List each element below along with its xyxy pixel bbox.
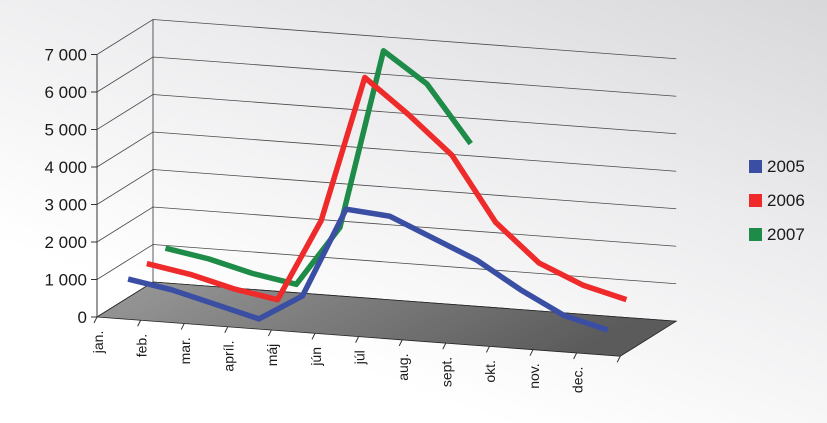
legend-label: 2005 <box>767 157 805 176</box>
x-tick-label: júl <box>351 350 367 365</box>
x-tick-mark <box>267 329 272 337</box>
x-tick-mark <box>616 356 621 363</box>
x-tick-mark <box>485 346 490 353</box>
gridline <box>96 131 677 172</box>
y-tick-label: 4 000 <box>44 158 87 177</box>
y-tick-label: 7 000 <box>44 46 87 65</box>
y-tick-label: 2 000 <box>44 233 87 252</box>
x-tick-label: feb. <box>133 334 149 357</box>
series-line-2005 <box>127 206 609 333</box>
x-tick-mark <box>93 316 98 324</box>
legend-swatch <box>749 228 762 241</box>
legend-label: 2006 <box>767 191 805 210</box>
x-tick-label: aug. <box>395 354 411 381</box>
x-tick-label: okt. <box>482 360 498 383</box>
gridline <box>96 56 677 97</box>
legend-label: 2007 <box>767 225 805 244</box>
y-tick-label: 0 <box>78 308 87 327</box>
x-tick-mark <box>529 349 534 356</box>
x-tick-mark <box>442 342 447 350</box>
y-tick-label: 3 000 <box>44 196 87 215</box>
x-tick-mark <box>137 320 142 327</box>
chart-floor <box>95 281 678 357</box>
legend-swatch <box>749 160 762 173</box>
x-tick-label: apríl. <box>221 340 237 371</box>
x-tick-label: jan. <box>90 331 106 355</box>
x-tick-mark <box>180 323 185 330</box>
series-line-2006 <box>146 74 628 303</box>
x-tick-label: jún <box>308 347 324 367</box>
x-tick-mark <box>573 352 578 360</box>
x-tick-label: mar. <box>177 337 193 364</box>
y-tick-label: 1 000 <box>44 271 87 290</box>
x-tick-label: máj <box>264 344 280 367</box>
x-tick-mark <box>224 326 229 334</box>
x-tick-mark <box>355 336 360 343</box>
gridline <box>96 206 677 247</box>
legend-swatch <box>749 194 762 207</box>
x-tick-mark <box>398 339 403 347</box>
x-tick-mark <box>311 333 316 340</box>
gridline <box>96 94 677 135</box>
x-tick-label: sept. <box>439 357 455 387</box>
y-tick-label: 5 000 <box>44 121 87 140</box>
gridline <box>96 169 677 210</box>
series-line-2007 <box>164 48 473 288</box>
x-tick-label: nov. <box>526 363 542 388</box>
y-tick-label: 6 000 <box>44 83 87 102</box>
x-tick-label: dec. <box>569 367 585 393</box>
